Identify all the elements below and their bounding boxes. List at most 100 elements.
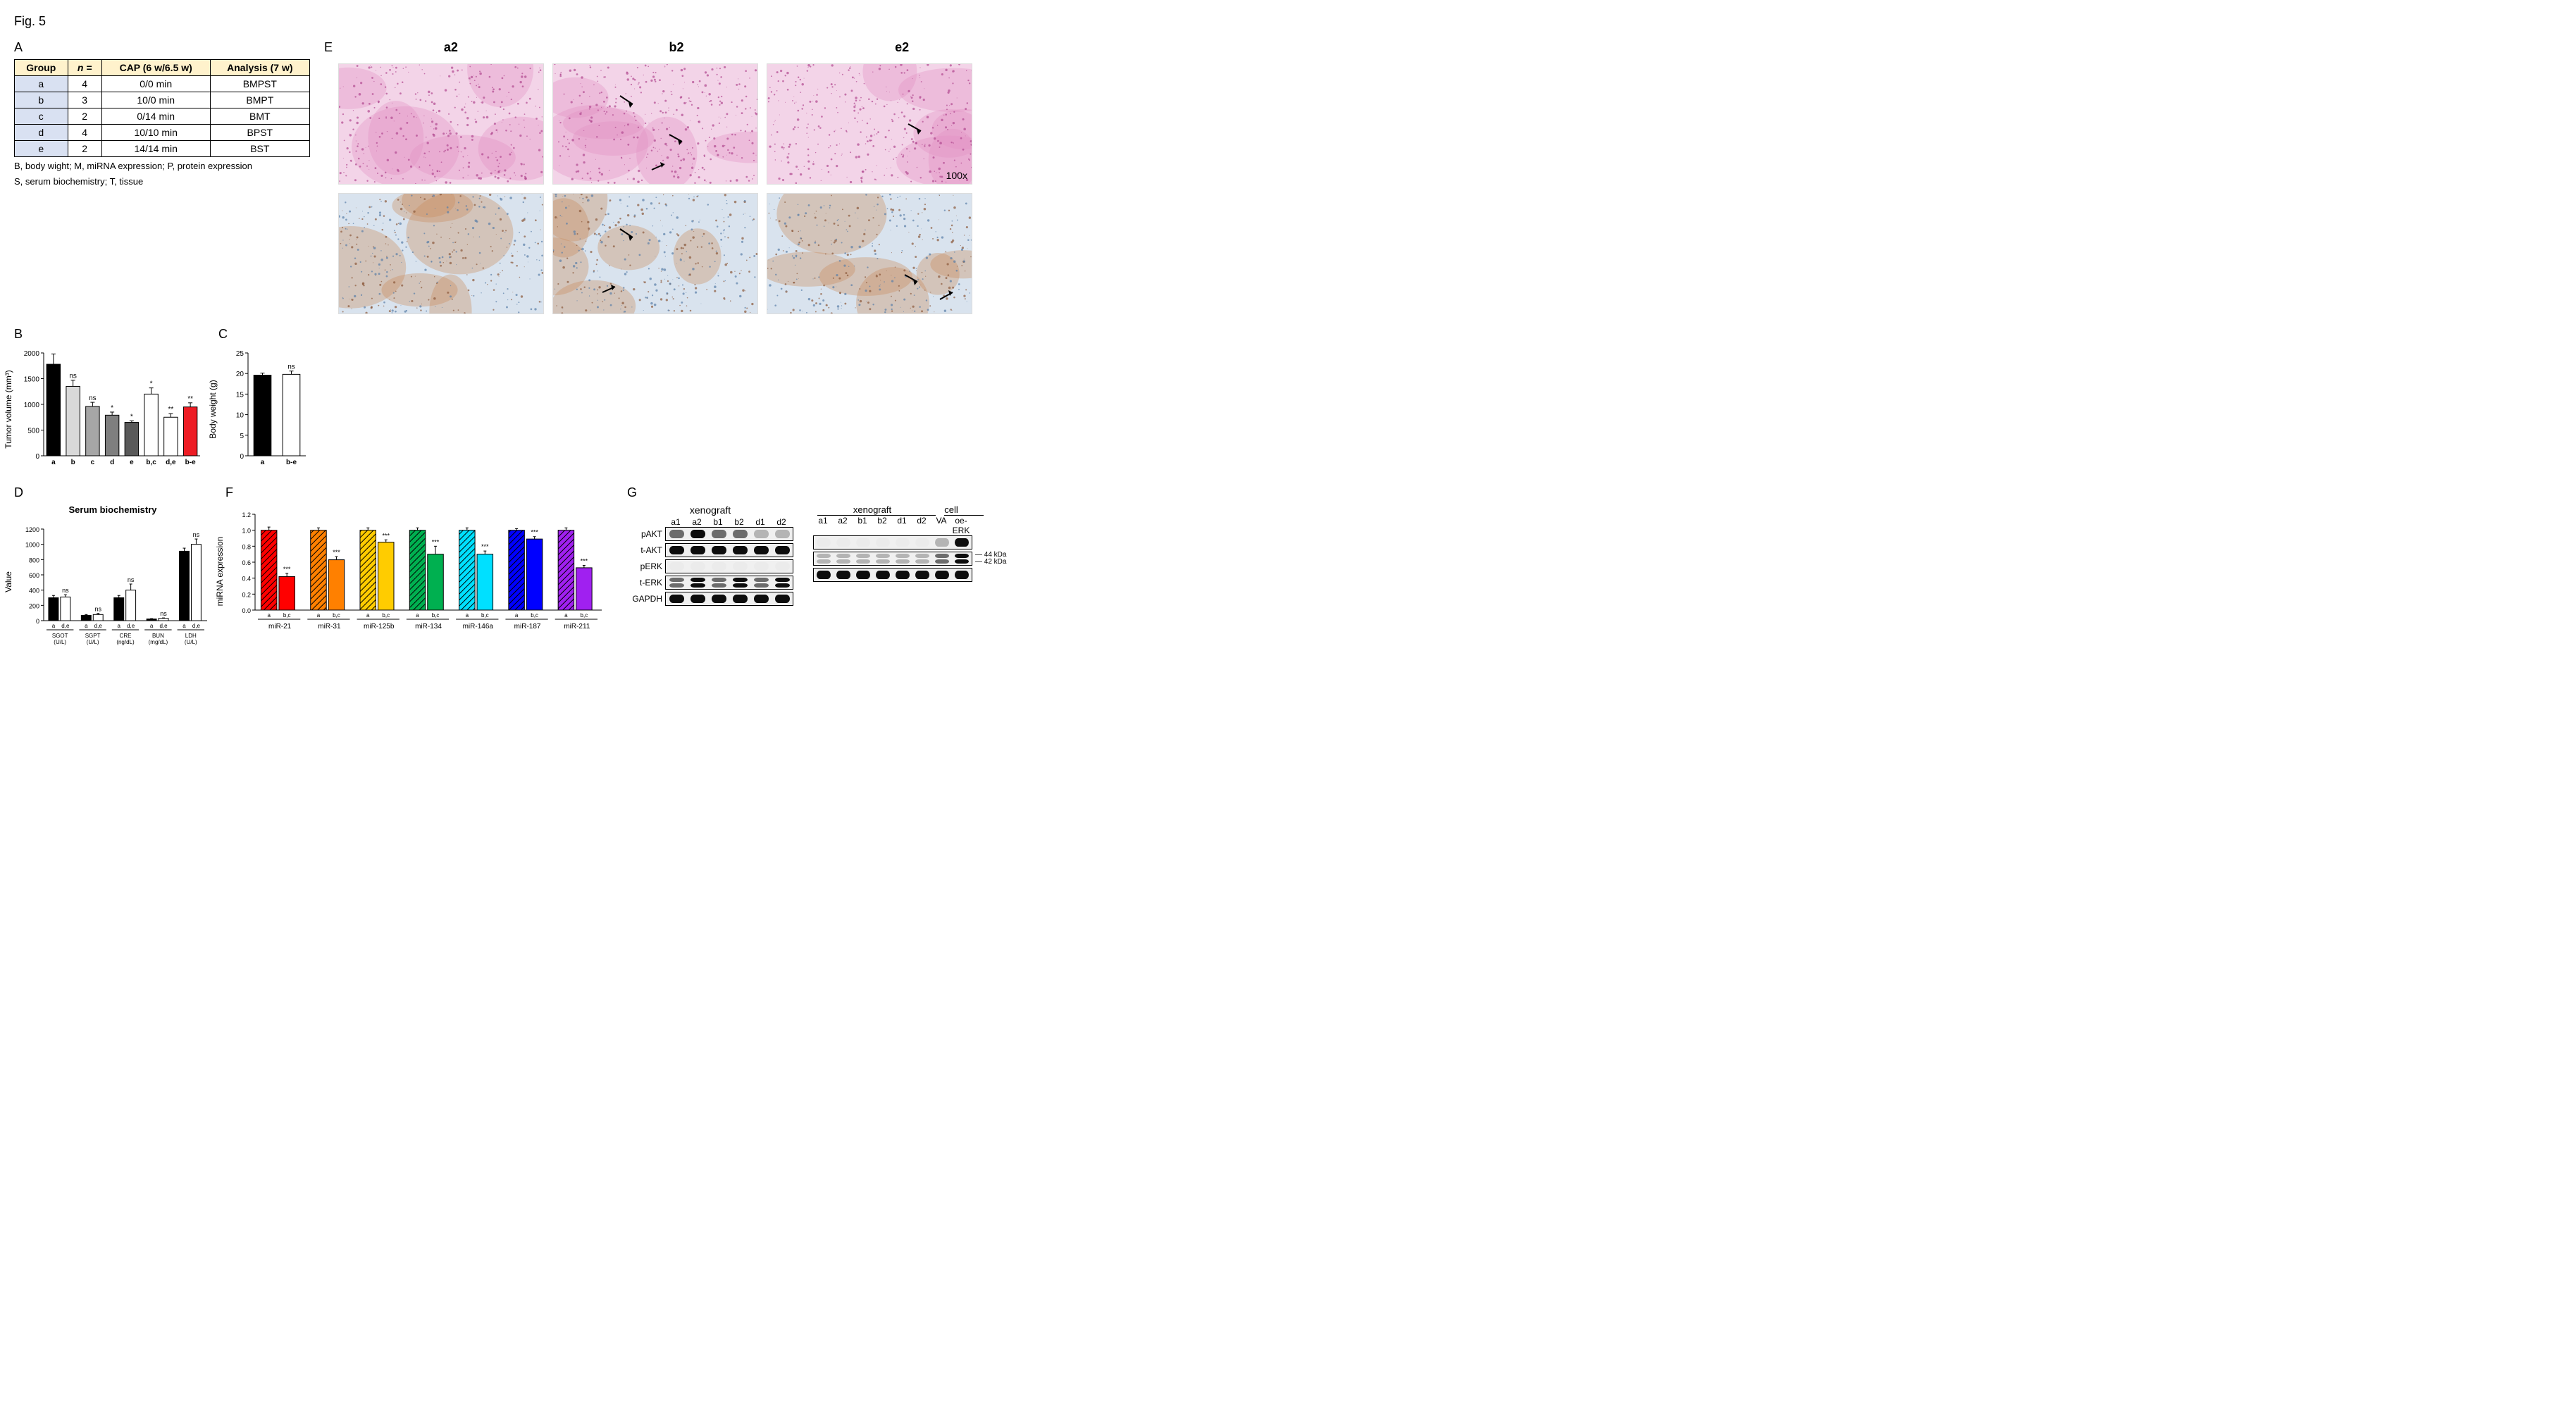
svg-text:b,c: b,c (581, 612, 588, 619)
svg-text:a: a (51, 459, 56, 466)
svg-text:a: a (52, 623, 56, 629)
svg-text:c: c (91, 459, 95, 466)
svg-text:1000: 1000 (24, 402, 40, 409)
panel-D-ylabel: Value (4, 571, 13, 592)
svg-text:400: 400 (29, 588, 39, 595)
svg-text:a: a (267, 612, 271, 619)
svg-text:a: a (150, 623, 154, 629)
svg-text:***: *** (581, 558, 588, 565)
panel-A-table: Groupn =CAP (6 w/6.5 w)Analysis (7 w) a4… (14, 59, 310, 157)
svg-text:b,c: b,c (481, 612, 489, 619)
svg-text:e: e (130, 459, 134, 466)
svg-text:a: a (182, 623, 186, 629)
svg-text:b,c: b,c (146, 459, 156, 466)
panel-E-col-b2: b2 (669, 40, 683, 59)
svg-text:d,e: d,e (127, 623, 135, 629)
svg-text:miR-211: miR-211 (564, 623, 590, 631)
figure-title: Fig. 5 (14, 14, 1015, 29)
svg-text:5: 5 (240, 433, 244, 440)
panel-F-chart: miRNA expression 0.00.20.40.60.81.01.2ab… (225, 504, 606, 638)
svg-text:*: * (150, 380, 153, 388)
he-micrograph: 100x (767, 63, 972, 185)
svg-text:b-e: b-e (185, 459, 196, 466)
svg-text:0.4: 0.4 (242, 576, 251, 583)
svg-text:0: 0 (35, 453, 39, 461)
svg-text:25: 25 (236, 350, 244, 358)
svg-text:1.0: 1.0 (242, 528, 251, 535)
svg-text:b,c: b,c (283, 612, 291, 619)
svg-text:d,e: d,e (159, 623, 168, 629)
svg-text:***: *** (283, 566, 291, 573)
svg-text:(U/L): (U/L) (87, 639, 99, 645)
svg-text:**: ** (187, 395, 193, 403)
panel-D-label: D (14, 485, 211, 500)
svg-text:d,e: d,e (94, 623, 103, 629)
svg-text:a: a (317, 612, 321, 619)
svg-text:1000: 1000 (25, 542, 39, 549)
svg-text:a: a (366, 612, 370, 619)
panel-E-col-a2: a2 (444, 40, 458, 59)
he-micrograph (552, 63, 758, 185)
svg-text:***: *** (481, 543, 489, 550)
svg-text:a: a (416, 612, 419, 619)
svg-text:(U/L): (U/L) (185, 639, 197, 645)
svg-text:a: a (85, 623, 88, 629)
svg-text:0.0: 0.0 (242, 607, 251, 614)
panel-B: B Tumor volume (mm³) 0 500 1000 1500 200… (14, 327, 204, 473)
svg-text:20: 20 (236, 371, 244, 378)
svg-text:0.6: 0.6 (242, 559, 251, 566)
panel-A-legend-2: S, serum biochemistry; T, tissue (14, 175, 317, 188)
panel-B-chart: Tumor volume (mm³) 0 500 1000 1500 2000 … (14, 346, 204, 473)
panel-F-ylabel: miRNA expression (215, 537, 225, 607)
svg-text:(mg/dL): (mg/dL) (149, 639, 168, 645)
svg-text:miR-125b: miR-125b (364, 623, 395, 631)
panel-F-label: F (225, 485, 606, 500)
ihc-micrograph (552, 193, 758, 314)
svg-text:d,e: d,e (61, 623, 70, 629)
svg-text:ns: ns (160, 610, 167, 617)
panel-G-label: G (627, 485, 1006, 500)
svg-text:d,e: d,e (192, 623, 201, 629)
svg-text:a: a (117, 623, 120, 629)
svg-text:***: *** (333, 549, 340, 556)
svg-text:(ng/dL): (ng/dL) (116, 639, 135, 645)
svg-text:SGOT: SGOT (52, 633, 68, 639)
panel-B-ylabel: Tumor volume (mm³) (4, 370, 13, 449)
svg-text:10: 10 (236, 412, 244, 420)
svg-text:ns: ns (62, 587, 69, 594)
svg-text:600: 600 (29, 572, 39, 579)
svg-text:miR-187: miR-187 (514, 623, 541, 631)
svg-text:0.8: 0.8 (242, 543, 251, 550)
svg-text:1.2: 1.2 (242, 511, 251, 518)
svg-text:***: *** (432, 538, 440, 545)
svg-text:b,c: b,c (531, 612, 538, 619)
svg-text:0: 0 (240, 453, 244, 461)
svg-text:500: 500 (27, 428, 39, 435)
panel-C-chart: Body weight (g) 0 5 10 15 20 25 a nsb-e (218, 346, 310, 473)
svg-text:1200: 1200 (25, 526, 39, 533)
svg-text:*: * (130, 413, 133, 421)
svg-text:b,c: b,c (382, 612, 390, 619)
svg-text:***: *** (531, 529, 538, 536)
svg-text:b,c: b,c (333, 612, 340, 619)
svg-text:d: d (110, 459, 114, 466)
svg-text:1500: 1500 (24, 376, 40, 384)
svg-text:0.2: 0.2 (242, 591, 251, 598)
svg-text:miR-21: miR-21 (268, 623, 292, 631)
svg-text:a: a (261, 459, 265, 466)
svg-text:LDH: LDH (185, 633, 197, 639)
svg-text:ns: ns (69, 373, 77, 380)
svg-text:CRE: CRE (120, 633, 132, 639)
ihc-micrograph (767, 193, 972, 314)
svg-text:ns: ns (89, 395, 97, 402)
svg-text:**: ** (168, 406, 173, 414)
ihc-micrograph (338, 193, 544, 314)
svg-text:miR-31: miR-31 (318, 623, 341, 631)
svg-text:ns: ns (94, 606, 101, 613)
svg-text:a: a (564, 612, 568, 619)
svg-text:b-e: b-e (286, 459, 297, 466)
svg-text:b,c: b,c (432, 612, 440, 619)
svg-text:2000: 2000 (24, 350, 40, 358)
svg-text:15: 15 (236, 391, 244, 399)
svg-text:BUN: BUN (152, 633, 164, 639)
